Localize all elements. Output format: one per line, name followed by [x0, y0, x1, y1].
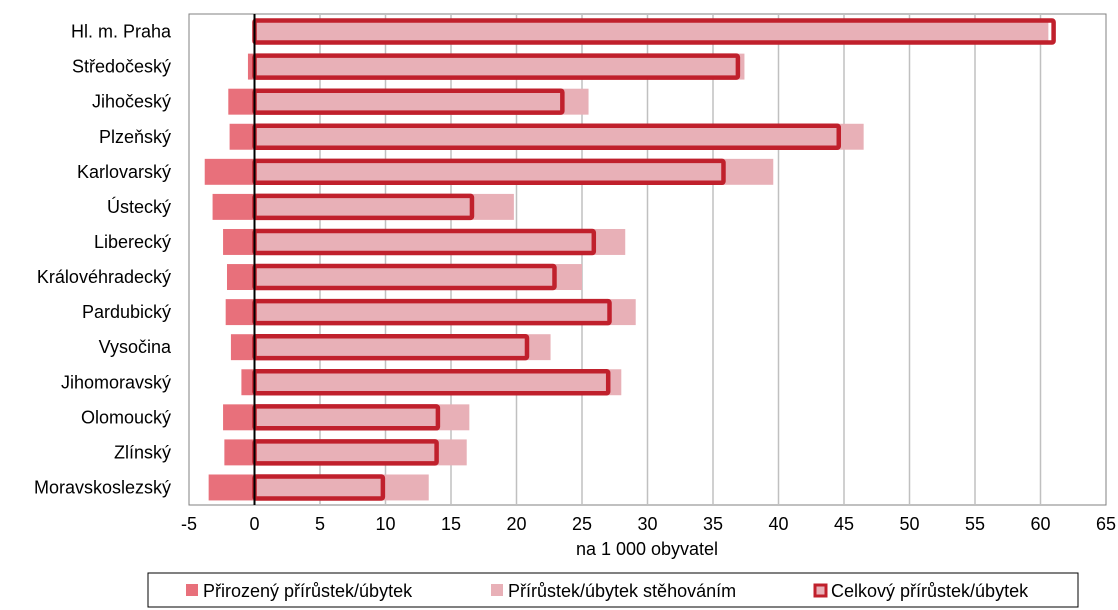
legend-label-natural: Přirozený přírůstek/úbytek [203, 581, 413, 601]
category-label: Hl. m. Praha [71, 22, 172, 42]
bar-natural-increase [223, 228, 255, 255]
bar-migration-increase [254, 228, 626, 255]
bar-natural-increase [226, 264, 255, 291]
category-label: Královéhradecký [37, 267, 171, 287]
legend-swatch-total [813, 583, 828, 598]
x-tick-label: 10 [375, 514, 395, 534]
x-tick-label: 65 [1096, 514, 1116, 534]
category-label: Jihomoravský [61, 372, 171, 392]
category-labels: Hl. m. Praha Středočeský Jihočeský Plzeňský… [34, 22, 172, 498]
x-tick-label: 35 [703, 514, 723, 534]
legend-swatch-migration [491, 584, 503, 596]
category-label: Karlovarský [77, 162, 171, 182]
category-label: Ústecký [107, 196, 171, 217]
bar-natural-increase [247, 53, 255, 80]
x-tick-label: -5 [181, 514, 197, 534]
bars [204, 18, 1056, 501]
x-tick-label: 50 [899, 514, 919, 534]
bar-natural-increase [204, 158, 255, 185]
bar-natural-increase [212, 193, 255, 220]
category-label: Plzeňský [99, 127, 171, 147]
category-label: Pardubický [82, 302, 171, 322]
category-label: Olomoucký [81, 407, 171, 427]
tick-labels: -5 0 5 10 15 20 25 30 35 40 45 50 55 60 65 [181, 514, 1116, 534]
bar-natural-increase [241, 369, 255, 396]
x-tick-label: 45 [834, 514, 854, 534]
bar-migration-increase [254, 88, 589, 115]
bar-migration-increase [254, 404, 470, 431]
bar-migration-increase [254, 123, 864, 150]
bar-natural-increase [230, 334, 255, 361]
legend: Přirozený přírůstek/úbytek Přírůstek/úby… [147, 572, 1079, 608]
bar-migration-increase [254, 474, 429, 501]
legend-swatch-natural [186, 584, 198, 596]
bar-natural-increase [208, 474, 255, 501]
bar-natural-increase [228, 88, 255, 115]
legend-label-migration: Přírůstek/úbytek stěhováním [508, 581, 736, 601]
x-tick-label: 15 [441, 514, 461, 534]
x-tick-label: 30 [637, 514, 657, 534]
bar-natural-increase [225, 299, 255, 326]
x-tick-label: 0 [249, 514, 259, 534]
x-axis-title: na 1 000 obyvatel [576, 539, 718, 559]
category-label: Liberecký [94, 232, 171, 252]
bar-migration-increase [254, 53, 745, 80]
bar-migration-increase [254, 18, 1049, 45]
bar-migration-increase [254, 369, 622, 396]
x-tick-label: 25 [572, 514, 592, 534]
legend-label-total: Celkový přírůstek/úbytek [831, 581, 1029, 601]
bar-natural-increase [223, 404, 255, 431]
x-tick-label: 5 [315, 514, 325, 534]
bar-natural-increase [224, 439, 255, 466]
category-label: Moravskoslezský [34, 477, 171, 497]
x-tick-label: 60 [1030, 514, 1050, 534]
category-label: Středočeský [72, 57, 171, 77]
bar-migration-increase [254, 439, 467, 466]
category-label: Jihočeský [92, 92, 171, 112]
bar-migration-increase [254, 264, 582, 291]
bar-migration-increase [254, 299, 636, 326]
category-label: Vysočina [99, 337, 172, 357]
bar-migration-increase [254, 158, 774, 185]
legend-box [147, 572, 1079, 608]
x-tick-label: 40 [768, 514, 788, 534]
x-tick-label: 55 [965, 514, 985, 534]
x-tick-label: 20 [506, 514, 526, 534]
bar-natural-increase [229, 123, 255, 150]
category-label: Zlínský [114, 442, 171, 462]
bar-migration-increase [254, 334, 551, 361]
